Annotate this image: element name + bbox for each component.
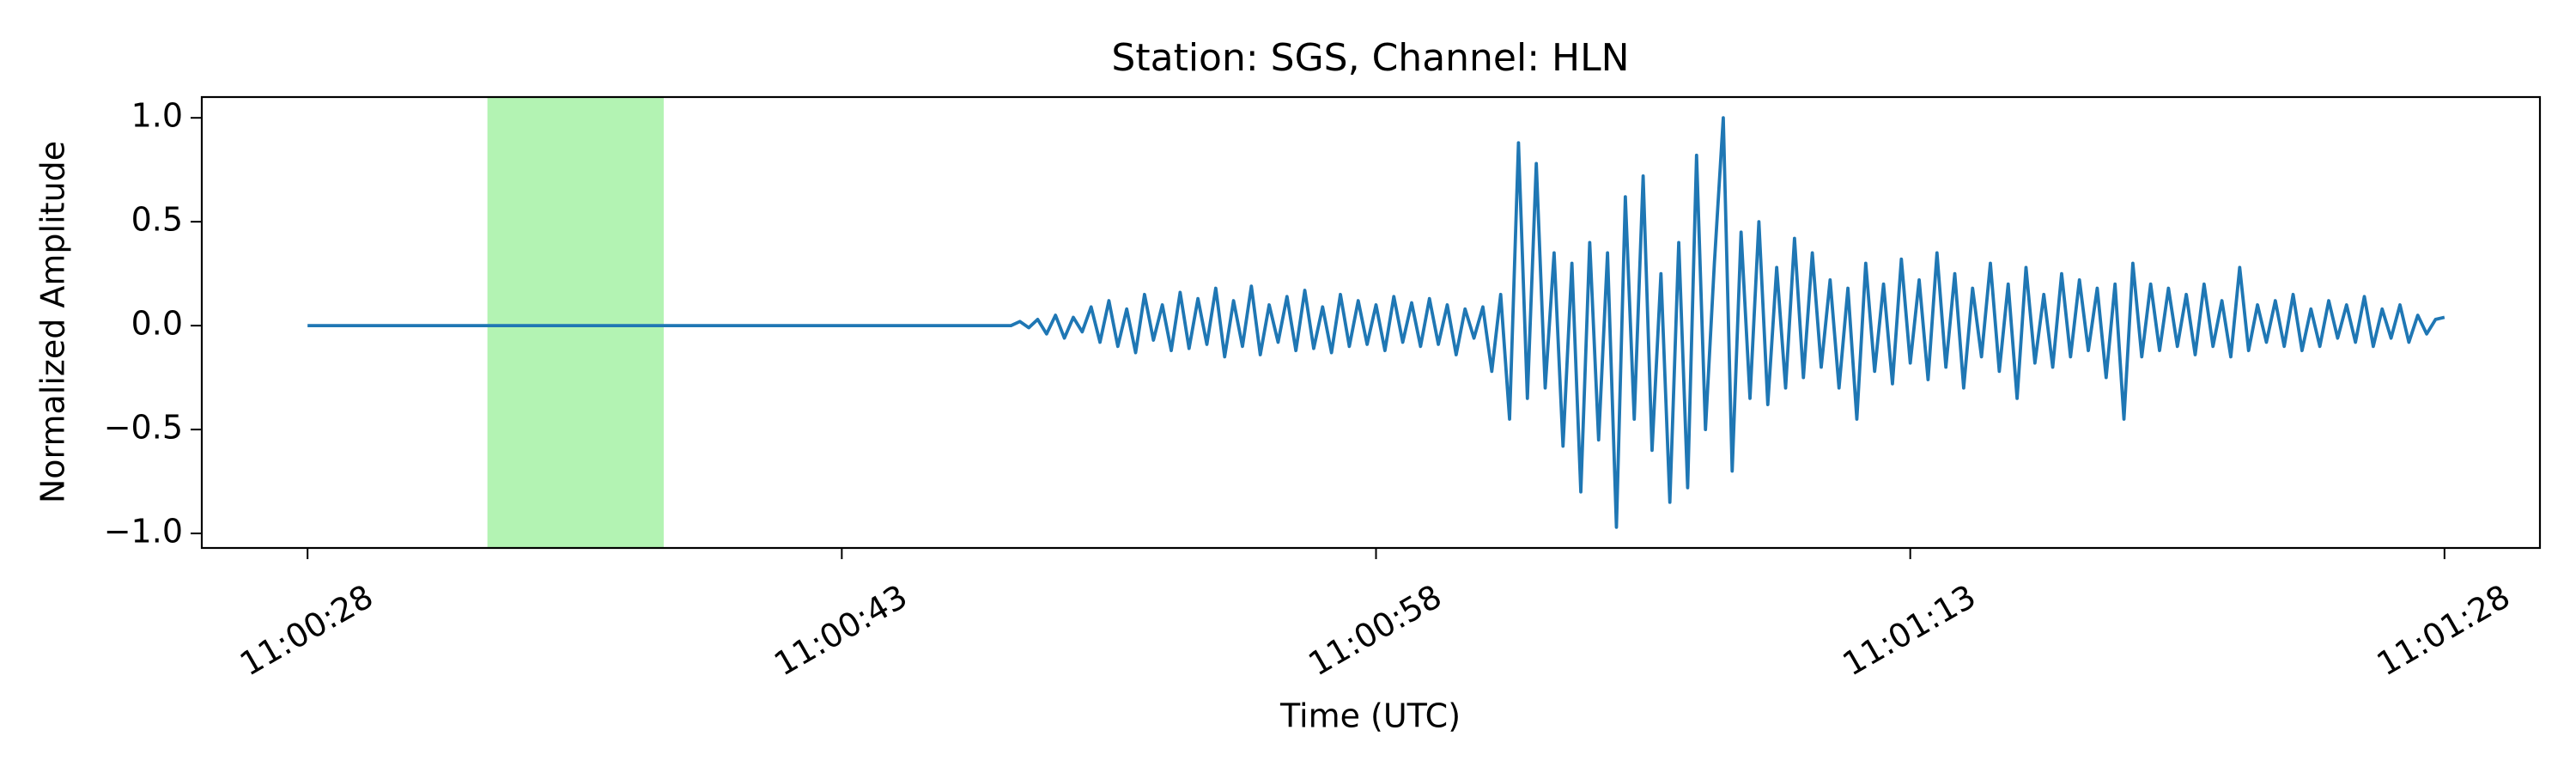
axes-frame	[200, 95, 2542, 550]
y-tick-label: 0.5	[131, 201, 183, 239]
y-tick-label: 1.0	[131, 97, 183, 135]
y-tick-label: 0.0	[131, 305, 183, 343]
y-tick-label: −0.5	[104, 409, 183, 447]
highlight-span	[487, 97, 664, 548]
waveform-line	[307, 116, 2445, 529]
chart-title: Station: SGS, Channel: HLN	[1111, 36, 1629, 80]
y-tick-label: −1.0	[104, 513, 183, 551]
y-axis-label: Normalized Amplitude	[34, 141, 72, 503]
x-axis-label: Time (UTC)	[1279, 697, 1461, 735]
